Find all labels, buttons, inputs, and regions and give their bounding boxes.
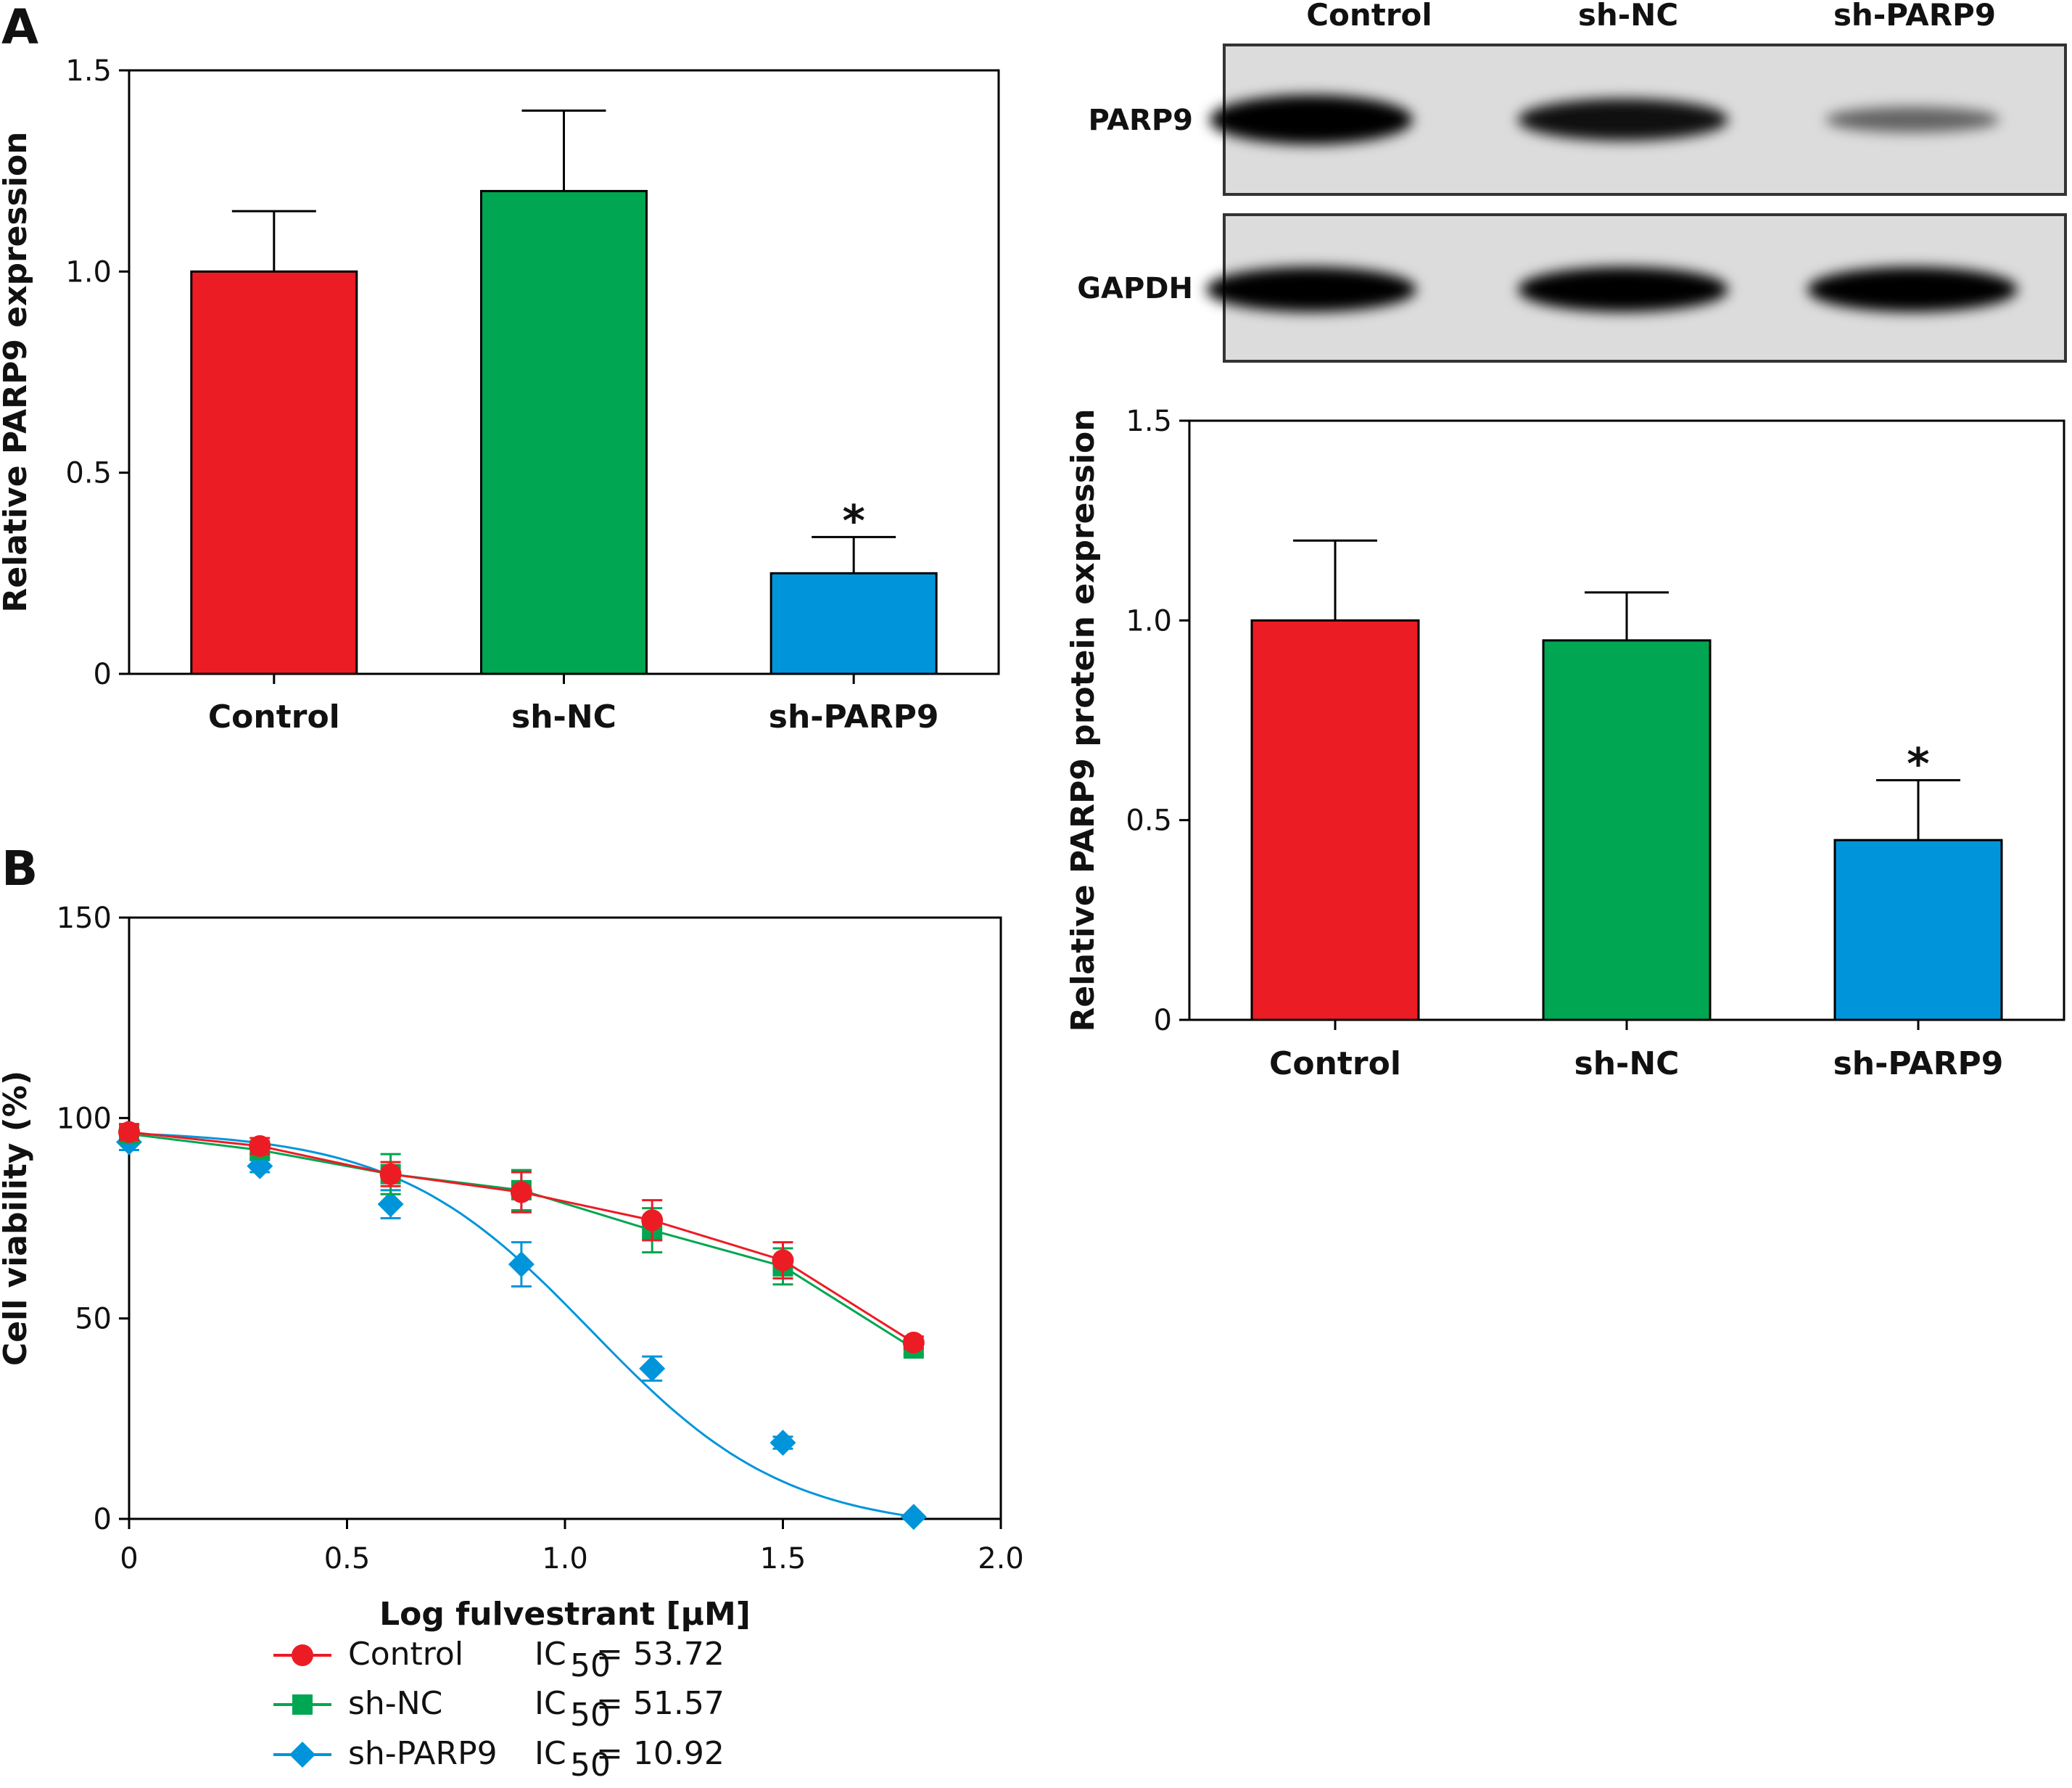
x-tick-label: sh-PARP9 <box>1833 1045 2004 1082</box>
x-axis-label: Log fulvestrant [μM] <box>379 1596 751 1633</box>
legend-label: sh-PARP9 <box>348 1735 498 1772</box>
legend-ic-subscript: 50 <box>570 1697 611 1734</box>
x-tick-label: 2.0 <box>978 1542 1024 1575</box>
series-control <box>118 1121 925 1354</box>
bar-chart-0: 0 0.5 1.0 1.5 Control sh-NC * sh-PARP9 Relative … <box>0 54 1000 736</box>
plot-frame <box>128 916 1002 1520</box>
bar-sh-parp9 <box>769 572 938 675</box>
significance-star: * <box>842 495 864 546</box>
bar-control <box>190 270 358 675</box>
data-point <box>769 1429 796 1456</box>
data-point <box>902 1331 925 1354</box>
legend-ic-label: IC <box>534 1735 566 1772</box>
bar-sh-nc <box>480 189 648 675</box>
data-point <box>900 1504 927 1530</box>
western-blot: Control sh-NC sh-PARP9 PARP9 GAPDH <box>1077 0 2067 363</box>
legend-ic-value: = 51.57 <box>596 1685 725 1722</box>
y-tick-label: 100 <box>57 1102 112 1135</box>
y-tick-label: 0.5 <box>1126 804 1172 838</box>
blot-band <box>1210 95 1413 144</box>
x-tick-label: Control <box>1269 1045 1401 1082</box>
blot-band <box>1518 99 1728 141</box>
blot-lane-label: sh-PARP9 <box>1833 0 1996 33</box>
x-tick-label: sh-PARP9 <box>769 699 939 736</box>
y-tick-label: 50 <box>75 1303 112 1336</box>
y-tick-label: 150 <box>57 902 112 935</box>
legend-ic-value: = 53.72 <box>596 1636 725 1673</box>
data-point <box>379 1163 402 1185</box>
bar-sh-parp9 <box>1833 839 2003 1021</box>
y-axis-label: Relative PARP9 expression <box>0 131 34 612</box>
legend-ic-value: = 10.92 <box>596 1735 725 1772</box>
y-axis-label: Cell viability (%) <box>0 1071 34 1366</box>
bar-chart-1: 0 0.5 1.0 1.5 Control sh-NC * sh-PARP9 Relative … <box>1065 405 2065 1082</box>
legend-ic-label: IC <box>534 1636 566 1673</box>
blot-band <box>1206 267 1416 312</box>
data-point <box>639 1355 666 1382</box>
legend-ic-label: IC <box>534 1685 566 1722</box>
panel-b-label: B <box>1 841 38 897</box>
legend-label: sh-NC <box>348 1685 442 1722</box>
data-point <box>249 1135 271 1158</box>
legend-ic-subscript: 50 <box>570 1647 611 1684</box>
blot-lane-label: sh-NC <box>1578 0 1678 33</box>
blot-lane-label: Control <box>1306 0 1432 33</box>
legend-marker <box>292 1694 313 1715</box>
significance-star: * <box>1907 739 1929 790</box>
blot-row-label: GAPDH <box>1077 272 1193 305</box>
y-tick-label: 0.5 <box>65 457 112 490</box>
y-tick-label: 0 <box>1154 1004 1172 1037</box>
data-point <box>508 1251 534 1278</box>
bar-sh-nc <box>1542 639 1712 1021</box>
legend-marker <box>292 1644 313 1666</box>
data-point <box>118 1121 140 1143</box>
y-tick-label: 0 <box>94 1503 112 1536</box>
blot-band <box>1518 267 1728 312</box>
line-chart: 0 50 100 150 0 0.5 1.0 1.5 2.0 Log fulvestrant [μ… <box>0 902 1024 1784</box>
y-axis-label: Relative PARP9 protein expression <box>1065 408 1102 1031</box>
x-tick-label: 1.0 <box>542 1542 588 1575</box>
y-tick-label: 0 <box>94 658 112 691</box>
x-tick-label: 0.5 <box>324 1542 371 1575</box>
y-tick-label: 1.0 <box>1126 604 1172 638</box>
x-tick-label: 1.5 <box>760 1542 806 1575</box>
data-point <box>772 1249 794 1272</box>
panel-a-label: A <box>1 0 38 55</box>
blot-row-label: PARP9 <box>1088 104 1193 137</box>
legend-marker <box>289 1742 315 1768</box>
data-point <box>377 1191 404 1218</box>
data-point <box>641 1209 664 1232</box>
x-tick-label: sh-NC <box>1574 1045 1680 1082</box>
x-tick-label: sh-NC <box>511 699 616 736</box>
bar-control <box>1250 619 1420 1021</box>
blot-band <box>1825 107 1999 133</box>
y-tick-label: 1.5 <box>1126 405 1172 438</box>
y-tick-label: 1.0 <box>65 255 112 289</box>
legend-ic-subscript: 50 <box>570 1747 611 1784</box>
legend-label: Control <box>348 1636 463 1673</box>
series-line <box>128 1131 915 1344</box>
x-tick-label: 0 <box>120 1542 138 1575</box>
x-tick-label: Control <box>208 699 340 736</box>
data-point <box>510 1181 532 1203</box>
y-tick-label: 1.5 <box>65 54 112 88</box>
blot-band <box>1807 267 2018 312</box>
